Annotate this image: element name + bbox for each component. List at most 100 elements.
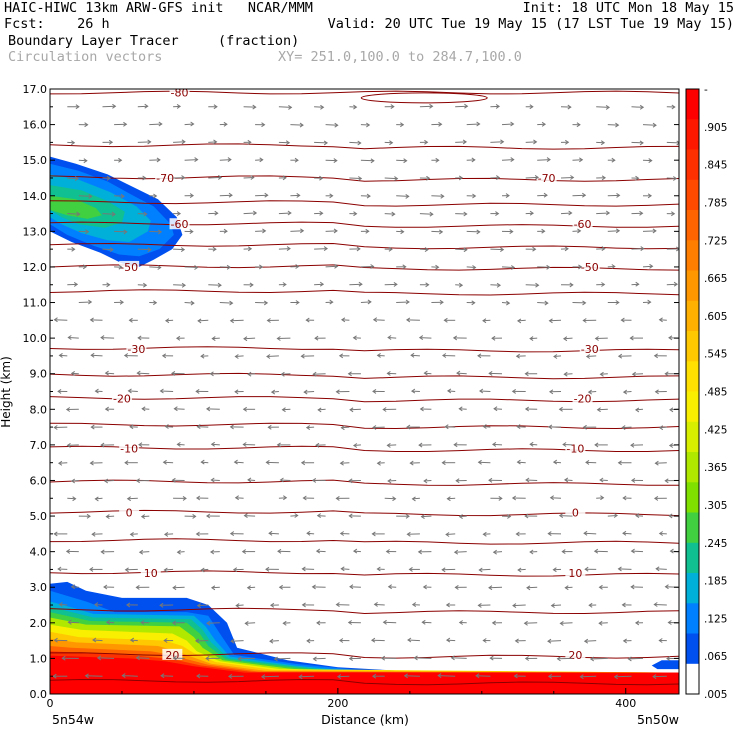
circulation-vector-head-52 (622, 638, 627, 644)
y-tick-label-2: 2.0 (30, 617, 48, 630)
circulation-vector-head-569 (476, 121, 481, 127)
circulation-vector-head-547 (323, 140, 329, 146)
circulation-vector-head-254 (129, 424, 134, 430)
circulation-vector-177 (607, 515, 618, 517)
circulation-vector-head-491 (264, 192, 269, 198)
circulation-vector-head-42 (269, 638, 274, 644)
isotherm-label-5-0: -20 (113, 393, 131, 406)
circulation-vector-head-499 (543, 192, 548, 198)
circulation-vector-head-516 (496, 175, 501, 181)
circulation-vector-head-373 (516, 318, 522, 324)
circulation-vector-head-228 (477, 459, 482, 465)
circulation-vector-head-566 (366, 122, 371, 128)
circulation-vector-398 (137, 284, 147, 286)
circulation-vector-head-258 (267, 424, 272, 430)
circulation-vector-head-201 (171, 477, 176, 483)
circulation-vector-head-459 (400, 229, 405, 235)
circulation-vector-47 (446, 639, 456, 642)
circulation-vector-head-158 (547, 531, 552, 537)
circulation-vector-195 (596, 497, 604, 499)
circulation-vector-115 (302, 568, 315, 570)
circulation-vector-313 (313, 373, 326, 375)
circulation-vector-head-207 (387, 478, 392, 484)
plot-title: HAIC-HIWC 13km ARW-GFS init NCAR/MMM (4, 0, 313, 16)
circulation-vector-547 (314, 141, 328, 144)
circulation-vector-head-454 (223, 228, 228, 234)
isotherm-label-6-0: -10 (120, 442, 138, 455)
circulation-vector-491 (255, 194, 268, 197)
circulation-vector-head-270 (65, 407, 71, 412)
circulation-vector-head-1 (84, 673, 89, 679)
circulation-vector-head-476 (353, 211, 358, 217)
circulation-vector-head-557 (676, 140, 679, 146)
circulation-vector-24 (274, 657, 291, 660)
circulation-vector-head-182 (126, 496, 131, 502)
circulation-vector-head-552 (500, 139, 505, 145)
colorbar-swatch-16 (686, 573, 699, 604)
circulation-vector-517 (525, 176, 539, 179)
isotherm-label-1-0: -70 (156, 172, 174, 185)
circulation-vector-237 (177, 443, 185, 446)
circulation-vectors (52, 103, 679, 680)
circulation-vector-head-4 (196, 673, 201, 679)
colorbar-label-2: .845 (704, 160, 727, 172)
circulation-vector-head-455 (262, 228, 267, 234)
circulation-vector-head-60 (282, 620, 287, 626)
circulation-vector-199 (104, 480, 115, 482)
circulation-vector-509 (243, 177, 254, 179)
circulation-vector-head-267 (582, 424, 587, 430)
circulation-vector-426 (501, 266, 515, 268)
circulation-vector-head-141 (593, 548, 599, 554)
circulation-vector-head-571 (541, 121, 547, 127)
isotherm-label-4-1: -30 (581, 343, 599, 356)
circulation-vector-head-313 (312, 371, 317, 377)
circulation-vector-198 (71, 480, 79, 482)
circulation-vector-head-99 (387, 584, 392, 590)
field-units: (fraction) (218, 33, 300, 49)
circulation-vector-69 (599, 622, 608, 624)
circulation-vector-head-546 (285, 140, 291, 146)
circulation-vector-head-497 (472, 193, 477, 199)
circulation-vector-head-29 (450, 655, 455, 661)
isotherm-label-3-0: -50 (120, 261, 138, 274)
circulation-vector-242 (353, 444, 361, 446)
circulation-vector-head-255 (164, 424, 169, 429)
circulation-vector-512 (349, 177, 362, 179)
circulation-vector-77 (236, 604, 244, 607)
circulation-vector-head-374 (548, 318, 553, 324)
circulation-vector-325 (91, 354, 103, 357)
circulation-vector-head-239 (242, 442, 247, 447)
isotherm-contours: -80 -70 -70 -60 -60 -50 -50 -30 -30 -20 -20 -10 -10 0… (50, 89, 679, 686)
circulation-vector-head-462 (509, 229, 514, 235)
circulation-vector-head-14 (547, 673, 553, 679)
circulation-vector-head-438 (286, 246, 291, 252)
circulation-vector-308 (137, 372, 150, 375)
circulation-vector-head-550 (424, 139, 429, 145)
circulation-vector-head-193 (511, 495, 517, 501)
colorbar-swatch-1 (686, 119, 699, 151)
circulation-vector-head-94 (210, 585, 216, 591)
circulation-vector-head-147 (163, 531, 169, 537)
circulation-vector-head-343 (100, 335, 105, 341)
circulation-vector-head-231 (585, 459, 590, 465)
circulation-vector-head-87 (588, 602, 593, 608)
circulation-vector-286 (635, 408, 644, 411)
circulation-vector-head-34 (627, 656, 632, 662)
colorbar: - .905 .845 .785 .725 .665 .605 .545 .485 .425 .36… (685, 84, 727, 701)
circulation-vector-head-273 (173, 406, 178, 412)
circulation-vector-head-335 (441, 353, 447, 358)
circulation-vector-head-218 (124, 460, 129, 466)
circulation-vector-head-356 (562, 336, 568, 342)
isotherm-line-16 (50, 289, 679, 296)
circulation-vector-head-469 (111, 211, 116, 217)
circulation-vector-281 (459, 408, 467, 410)
circulation-vector-head-316 (423, 370, 428, 376)
circulation-vector-head-376 (620, 317, 625, 323)
circulation-vector-head-220 (200, 459, 205, 465)
circulation-vector-head-304 (622, 389, 628, 395)
circulation-vector-head-553 (533, 139, 538, 145)
circulation-vector-head-384 (295, 300, 300, 305)
circulation-vector-head-379 (119, 299, 125, 305)
circulation-vector-head-22 (205, 655, 210, 661)
circulation-vector-head-435 (180, 247, 186, 253)
